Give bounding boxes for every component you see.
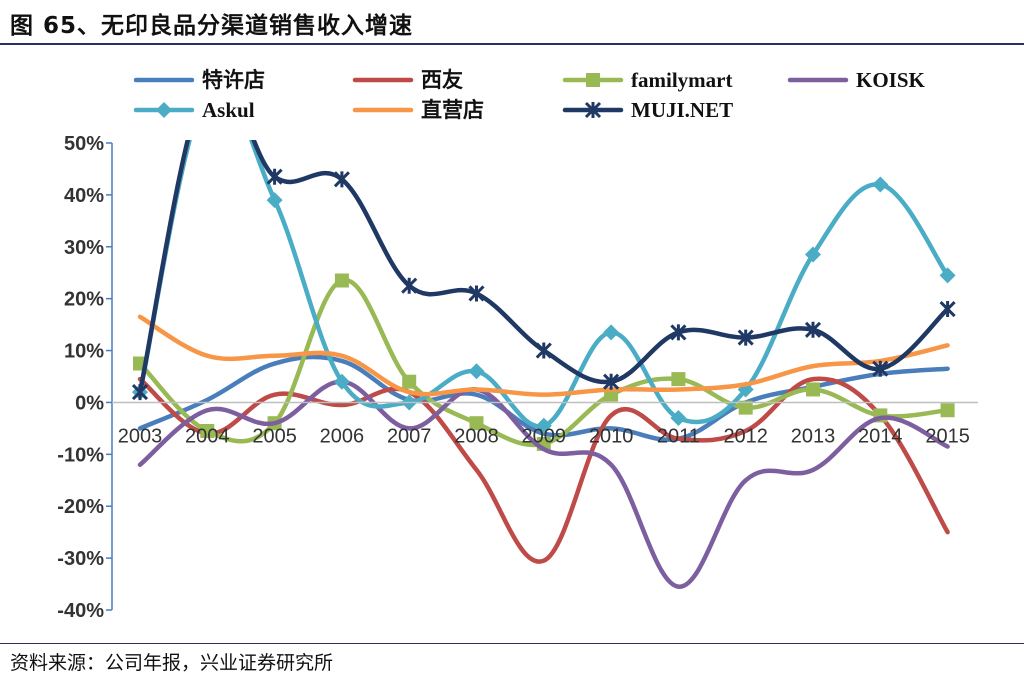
legend-swatch-marker (586, 73, 600, 87)
data-point-muji-net-2003 (131, 384, 149, 401)
y-tick-label: 0% (75, 392, 104, 414)
title-rule (0, 43, 1024, 45)
legend-item-koisk: KOISK (787, 68, 926, 92)
data-point-askul-2015 (939, 267, 956, 284)
legend-label: 西友 (421, 68, 463, 92)
x-tick-label-2005: 2005 (252, 425, 297, 447)
data-point-muji-net-2005 (266, 168, 283, 185)
data-point-muji-net-2015 (939, 300, 956, 318)
series-line-series-1 (137, 376, 950, 564)
legend-label: Askul (202, 98, 255, 122)
x-axis: 2003 2004 2005 2006 2007 2008 2009 2010 2011 2012… (112, 401, 978, 447)
legend-swatch-marker (584, 101, 602, 119)
x-tick-label-2014: 2014 (858, 425, 903, 447)
legend: 特许店 西友 familymart KOISK Askul 直营店 MUJI.NET (133, 68, 926, 122)
x-tick-label-2011: 2011 (657, 425, 700, 447)
series-line-koisk (137, 379, 950, 589)
data-point-familymart-2007 (402, 374, 417, 389)
data-point-muji-net-2010 (603, 373, 620, 390)
x-tick-label-2004: 2004 (185, 425, 230, 447)
data-point-askul-2009 (535, 417, 552, 434)
legend-label: 直营店 (421, 98, 484, 122)
legend-item-askul: Askul (133, 98, 255, 122)
x-tick-label-2010: 2010 (589, 425, 634, 447)
data-point-muji-net-2012 (737, 329, 754, 346)
legend-label: MUJI.NET (631, 98, 733, 122)
data-point-askul-2013 (805, 246, 821, 263)
data-point-askul-2011 (670, 410, 687, 427)
data-point-familymart-2008 (469, 416, 484, 431)
legend-item-familymart: familymart (562, 68, 732, 92)
x-tick-label-2009: 2009 (522, 425, 567, 447)
y-tick-label: -30% (57, 548, 104, 570)
x-tick-label-2015: 2015 (925, 425, 970, 447)
data-point-familymart-2004 (200, 423, 215, 438)
y-tick-label: 20% (64, 289, 104, 311)
x-tick-label-2012: 2012 (723, 425, 768, 447)
y-tick-label: 50% (64, 133, 104, 155)
legend-item-series-5: 直营店 (352, 98, 484, 122)
y-tick-label: -20% (57, 496, 104, 518)
legend-item-series-0: 特许店 (133, 68, 265, 92)
series-line-muji-net (137, 140, 950, 395)
legend-label: familymart (631, 68, 732, 92)
legend-item-series-1: 西友 (352, 68, 463, 92)
x-tick-label-2007: 2007 (387, 425, 432, 447)
data-point-askul-2010 (603, 324, 620, 341)
x-tick-label-2006: 2006 (320, 425, 365, 447)
x-tick-label-2008: 2008 (454, 425, 499, 447)
data-point-muji-net-2007 (401, 277, 418, 294)
data-point-muji-net-2014 (872, 360, 889, 377)
y-tick-label: -40% (57, 600, 104, 622)
data-point-askul-2005 (266, 192, 283, 209)
data-point-muji-net-2009 (535, 342, 552, 359)
series-layer (131, 140, 956, 589)
y-tick-label: -10% (57, 444, 104, 466)
y-tick-label: 30% (64, 237, 104, 259)
chart: 特许店 西友 familymart KOISK Askul 直营店 MUJI.NET -40… (57, 68, 978, 622)
legend-label: 特许店 (202, 68, 265, 92)
data-point-familymart-2013 (806, 382, 820, 397)
y-axis: -40% -30% -20% -10% 0% 10% 20% 30% 40% 50% (57, 133, 113, 622)
source-rule (0, 643, 1024, 644)
data-point-familymart-2015 (940, 403, 955, 418)
legend-label: KOISK (856, 68, 926, 92)
x-tick-label-2013: 2013 (791, 425, 836, 447)
data-point-muji-net-2011 (670, 324, 687, 341)
data-point-askul-2006 (333, 373, 350, 390)
data-point-muji-net-2008 (468, 285, 485, 302)
data-point-familymart-2012 (738, 400, 753, 415)
y-tick-label: 10% (64, 341, 104, 363)
y-tick-label: 40% (64, 185, 104, 207)
series-line-askul (137, 140, 950, 429)
data-point-familymart-2006 (334, 273, 349, 288)
data-point-muji-net-2013 (804, 321, 822, 338)
legend-item-muji-net: MUJI.NET (562, 98, 733, 122)
data-point-askul-2008 (468, 363, 485, 380)
source-note: 资料来源：公司年报，兴业证券研究所 (10, 652, 334, 674)
legend-swatch-marker (156, 102, 172, 118)
figure-title: 图 65、无印良品分渠道销售收入增速 (10, 13, 414, 39)
x-tick-label-2003: 2003 (118, 425, 163, 447)
data-point-familymart-2011 (671, 372, 686, 387)
data-point-askul-2014 (872, 176, 889, 193)
data-point-muji-net-2006 (333, 171, 350, 188)
